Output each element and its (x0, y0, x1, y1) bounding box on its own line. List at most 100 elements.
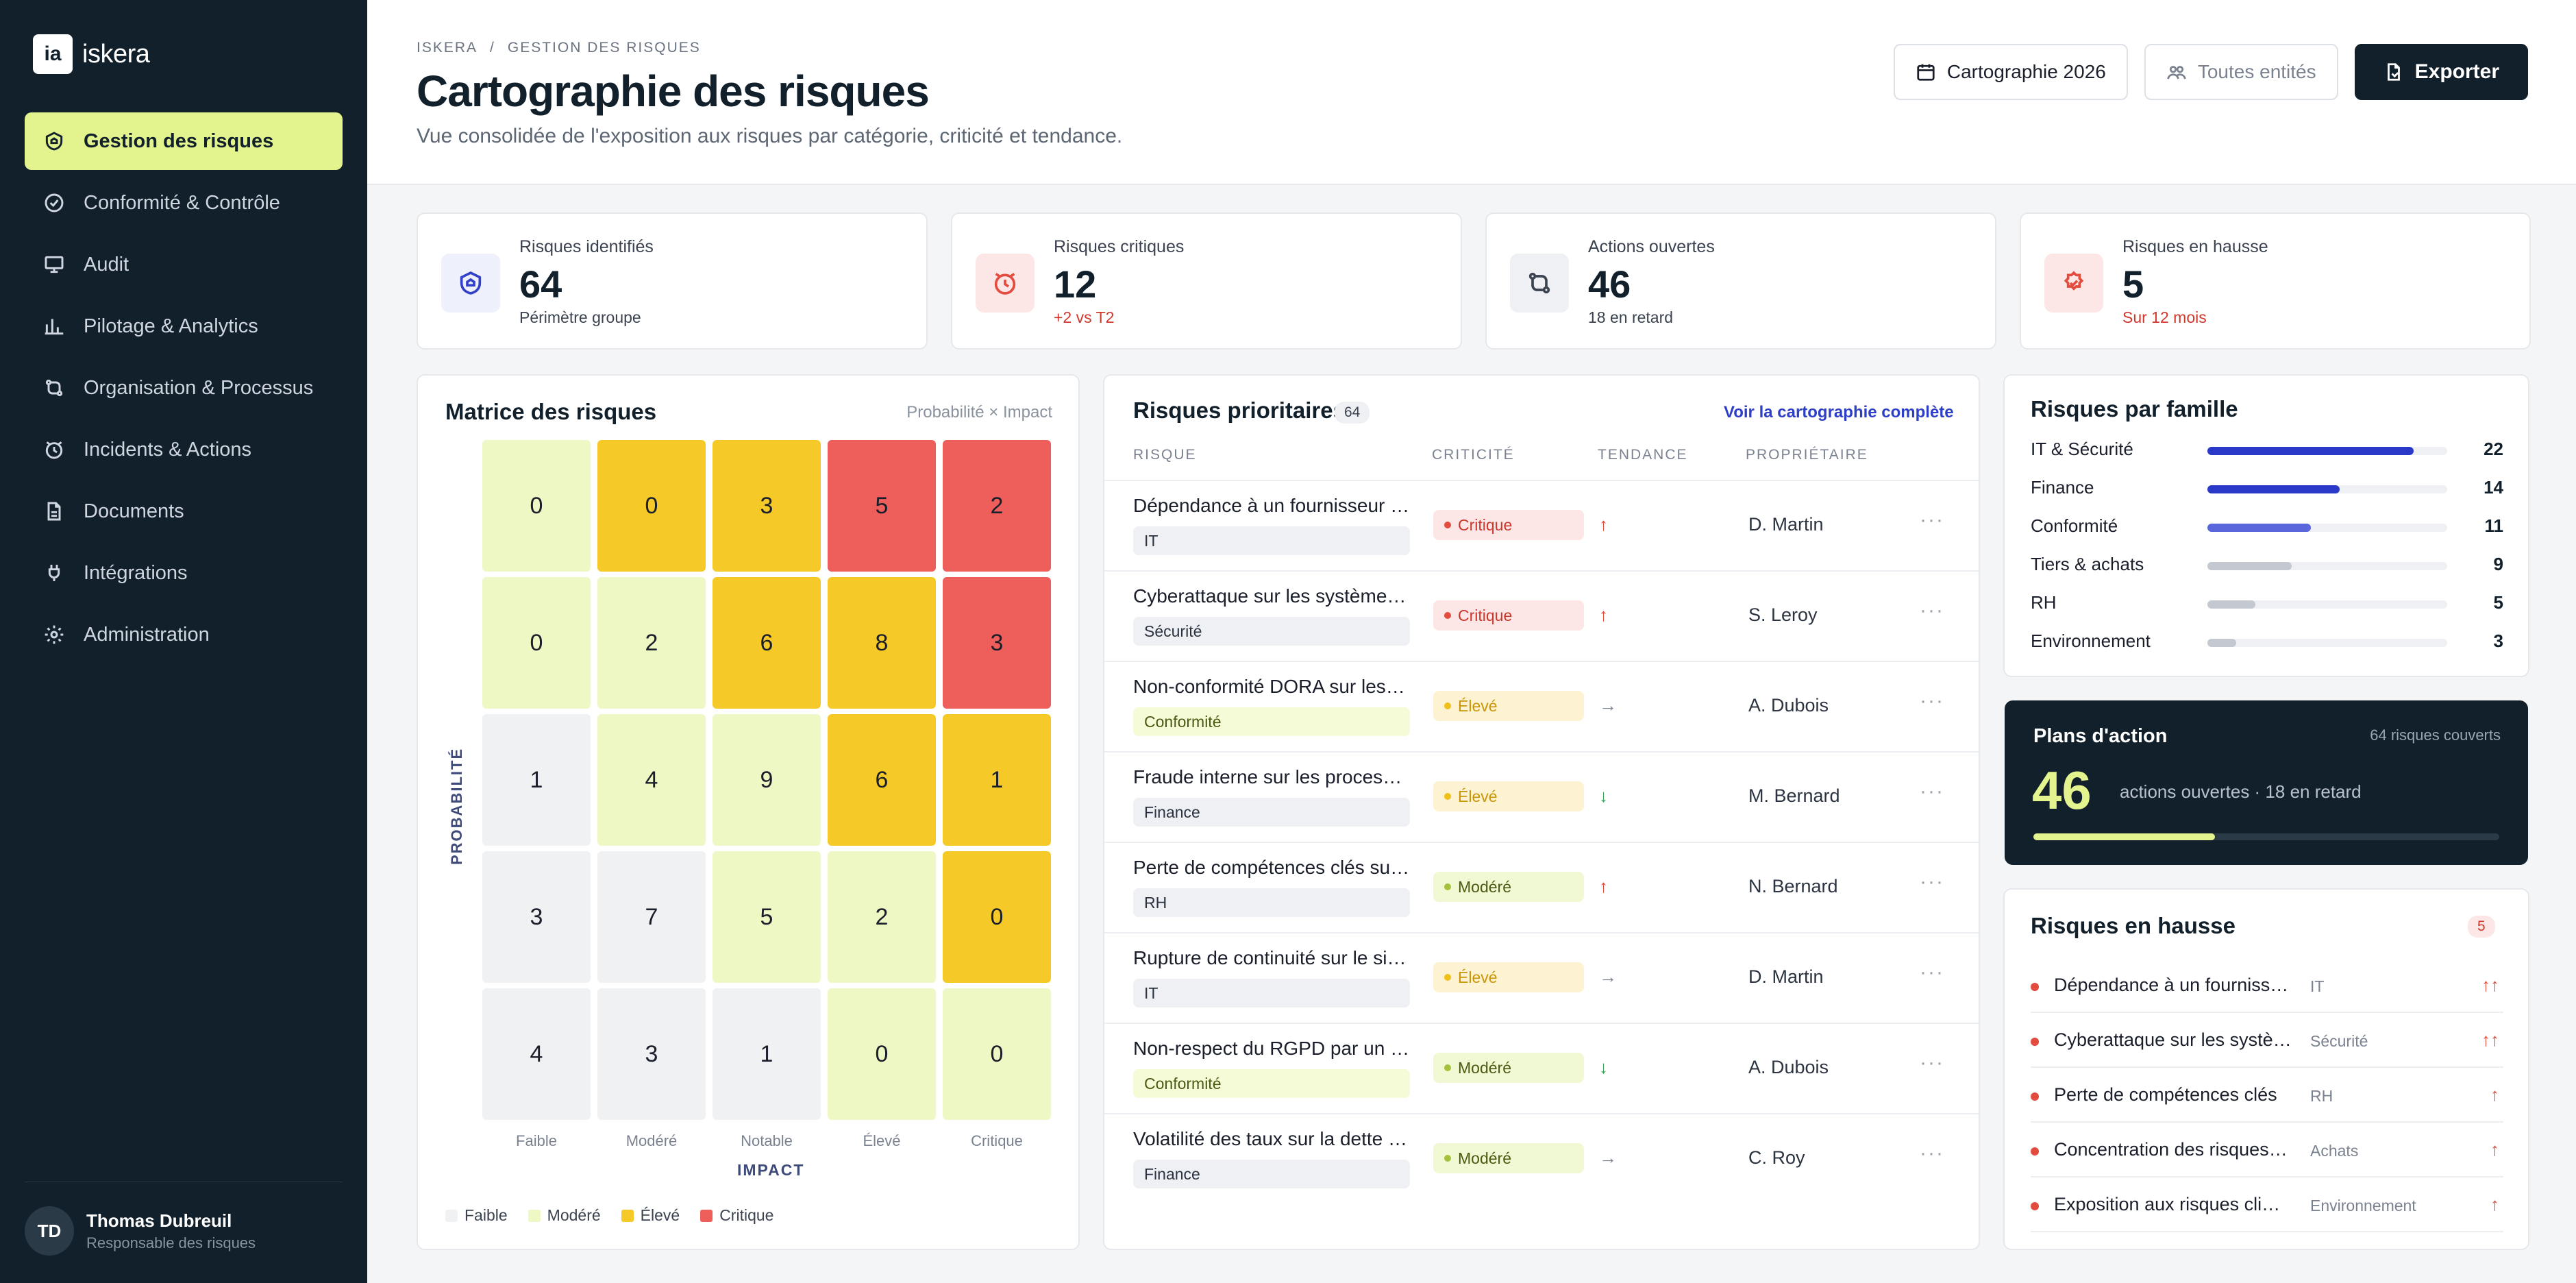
matrix-cell[interactable]: 2 (943, 440, 1051, 572)
matrix-cell[interactable]: 3 (482, 851, 591, 983)
breadcrumb-root[interactable]: ISKERA (417, 40, 478, 56)
table-row[interactable]: Non-conformité DORA sur les tiers Confor… (1104, 661, 1979, 751)
more-options-icon[interactable]: ··· (1920, 1142, 1944, 1164)
matrix-cell[interactable]: 0 (943, 851, 1051, 983)
matrix-cell[interactable]: 3 (597, 988, 706, 1120)
period-button[interactable]: Cartographie 2026 (1893, 44, 2128, 100)
matrix-y-label: PROBABILITÉ (448, 747, 465, 865)
breadcrumb-current: GESTION DES RISQUES (507, 40, 701, 56)
sidebar-item-integrations[interactable]: Intégrations (25, 544, 343, 602)
sidebar-item-documents[interactable]: Documents (25, 482, 343, 540)
matrix-cell[interactable]: 4 (597, 714, 706, 846)
family-row[interactable]: Finance 14 (2031, 477, 2503, 515)
matrix-cell[interactable]: 1 (713, 988, 821, 1120)
user-profile[interactable]: TD Thomas Dubreuil Responsable des risqu… (25, 1206, 256, 1256)
avatar: TD (25, 1206, 74, 1256)
family-row[interactable]: IT & Sécurité 22 (2031, 439, 2503, 477)
column-header-risk[interactable]: RISQUE (1133, 447, 1197, 463)
column-header-criticality[interactable]: CRITICITÉ (1432, 447, 1515, 463)
more-options-icon[interactable]: ··· (1920, 599, 1944, 622)
kpi-card[interactable]: Risques en hausse 5 Sur 12 mois (2020, 212, 2531, 350)
matrix-cell[interactable]: 9 (713, 714, 821, 846)
family-name: Finance (2031, 477, 2094, 498)
matrix-cell[interactable]: 6 (713, 577, 821, 709)
sidebar-item-pilotage-analytics[interactable]: Pilotage & Analytics (25, 297, 343, 355)
table-row[interactable]: Rupture de continuité sur le site princi… (1104, 932, 1979, 1023)
table-row[interactable]: Perte de compétences clés sur les métier… (1104, 842, 1979, 932)
family-row[interactable]: Tiers & achats 9 (2031, 554, 2503, 592)
matrix-cell[interactable]: 1 (943, 714, 1051, 846)
matrix-cell[interactable]: 0 (482, 577, 591, 709)
family-row[interactable]: Environnement 3 (2031, 631, 2503, 669)
criticality-dot (1444, 974, 1451, 981)
kpi-value: 12 (1054, 262, 1097, 306)
plans-description: actions ouvertes · 18 en retard (2120, 781, 2362, 802)
column-header-owner[interactable]: PROPRIÉTAIRE (1746, 447, 1868, 463)
more-options-icon[interactable]: ··· (1920, 689, 1944, 712)
list-item[interactable]: Cyberattaque sur les systèmes d'informat… (2031, 1013, 2503, 1068)
kpi-note: +2 vs T2 (1054, 308, 1115, 326)
sidebar-item-administration[interactable]: Administration (25, 606, 343, 663)
table-row[interactable]: Dépendance à un fournisseur cloud critiq… (1104, 480, 1979, 570)
matrix-cell[interactable]: 0 (828, 988, 936, 1120)
criticality-dot (1444, 612, 1451, 619)
matrix-cell[interactable]: 5 (713, 851, 821, 983)
list-item[interactable]: Perte de compétences clés RH ↑ (2031, 1068, 2503, 1123)
action-plans-card[interactable]: Plans d'action 64 risques couverts 46 ac… (2005, 700, 2528, 865)
risk-owner: M. Bernard (1748, 785, 1840, 806)
matrix-cell[interactable]: 2 (828, 851, 936, 983)
entities-button[interactable]: Toutes entités (2144, 44, 2338, 100)
more-options-icon[interactable]: ··· (1920, 780, 1944, 803)
matrix-cell[interactable]: 3 (943, 577, 1051, 709)
rising-count-badge: 5 (2468, 916, 2495, 938)
matrix-cell[interactable]: 0 (597, 440, 706, 572)
check-circle-icon (42, 191, 66, 215)
table-row[interactable]: Non-respect du RGPD par un sous-traitant… (1104, 1023, 1979, 1113)
kpi-card[interactable]: Risques critiques 12 +2 vs T2 (951, 212, 1462, 350)
kpi-card[interactable]: Actions ouvertes 46 18 en retard (1485, 212, 1996, 350)
family-row[interactable]: Conformité 11 (2031, 515, 2503, 554)
table-row[interactable]: Volatilité des taux sur la dette variabl… (1104, 1113, 1979, 1203)
plans-title: Plans d'action (2033, 725, 2168, 747)
matrix-cell[interactable]: 6 (828, 714, 936, 846)
matrix-cell[interactable]: 8 (828, 577, 936, 709)
kpi-label: Risques critiques (1054, 237, 1185, 256)
list-item[interactable]: Exposition aux risques climatiques Envir… (2031, 1177, 2503, 1232)
more-options-icon[interactable]: ··· (1920, 509, 1944, 531)
family-row[interactable]: RH 5 (2031, 592, 2503, 631)
logo[interactable]: ia iskera (33, 34, 150, 74)
matrix-x-tick: Élevé (863, 1132, 901, 1149)
criticality-dot (1444, 702, 1451, 709)
matrix-cell[interactable]: 1 (482, 714, 591, 846)
sidebar-item-audit[interactable]: Audit (25, 236, 343, 293)
table-row[interactable]: Fraude interne sur les processus de paie… (1104, 751, 1979, 842)
sidebar-item-organisation-processus[interactable]: Organisation & Processus (25, 359, 343, 417)
column-header-trend[interactable]: TENDANCE (1598, 447, 1688, 463)
risk-title: Perte de compétences clés sur les métier… (1133, 857, 1410, 878)
list-item[interactable]: Concentration des risques tiers Achats ↑ (2031, 1123, 2503, 1177)
more-options-icon[interactable]: ··· (1920, 870, 1944, 893)
rising-title: Risques en hausse (2031, 913, 2236, 938)
matrix-cell[interactable]: 0 (943, 988, 1051, 1120)
list-item[interactable]: Dépendance à un fournisseur cloud critiq… (2031, 958, 2503, 1013)
risk-title: Volatilité des taux sur la dette variabl… (1133, 1128, 1410, 1149)
matrix-cell[interactable]: 0 (482, 440, 591, 572)
more-options-icon[interactable]: ··· (1920, 961, 1944, 983)
matrix-cell[interactable]: 3 (713, 440, 821, 572)
table-row[interactable]: Cyberattaque sur les systèmes d'informat… (1104, 570, 1979, 661)
rising-risk-category: Environnement (2310, 1197, 2416, 1214)
logo-mark: ia (33, 34, 73, 74)
matrix-cell[interactable]: 2 (597, 577, 706, 709)
legend-label: Faible (465, 1206, 508, 1224)
sidebar-item-conformite-controle[interactable]: Conformité & Contrôle (25, 174, 343, 232)
matrix-cell[interactable]: 4 (482, 988, 591, 1120)
full-map-link[interactable]: Voir la cartographie complète (1724, 403, 1954, 421)
export-button[interactable]: Exporter (2354, 44, 2528, 100)
matrix-cell[interactable]: 5 (828, 440, 936, 572)
matrix-cell[interactable]: 7 (597, 851, 706, 983)
sidebar-item-gestion-des-risques[interactable]: Gestion des risques (25, 112, 343, 170)
kpi-card[interactable]: Risques identifiés 64 Périmètre groupe (417, 212, 928, 350)
more-options-icon[interactable]: ··· (1920, 1051, 1944, 1074)
sidebar-item-incidents-actions[interactable]: Incidents & Actions (25, 421, 343, 478)
family-bar-track (2207, 524, 2447, 532)
